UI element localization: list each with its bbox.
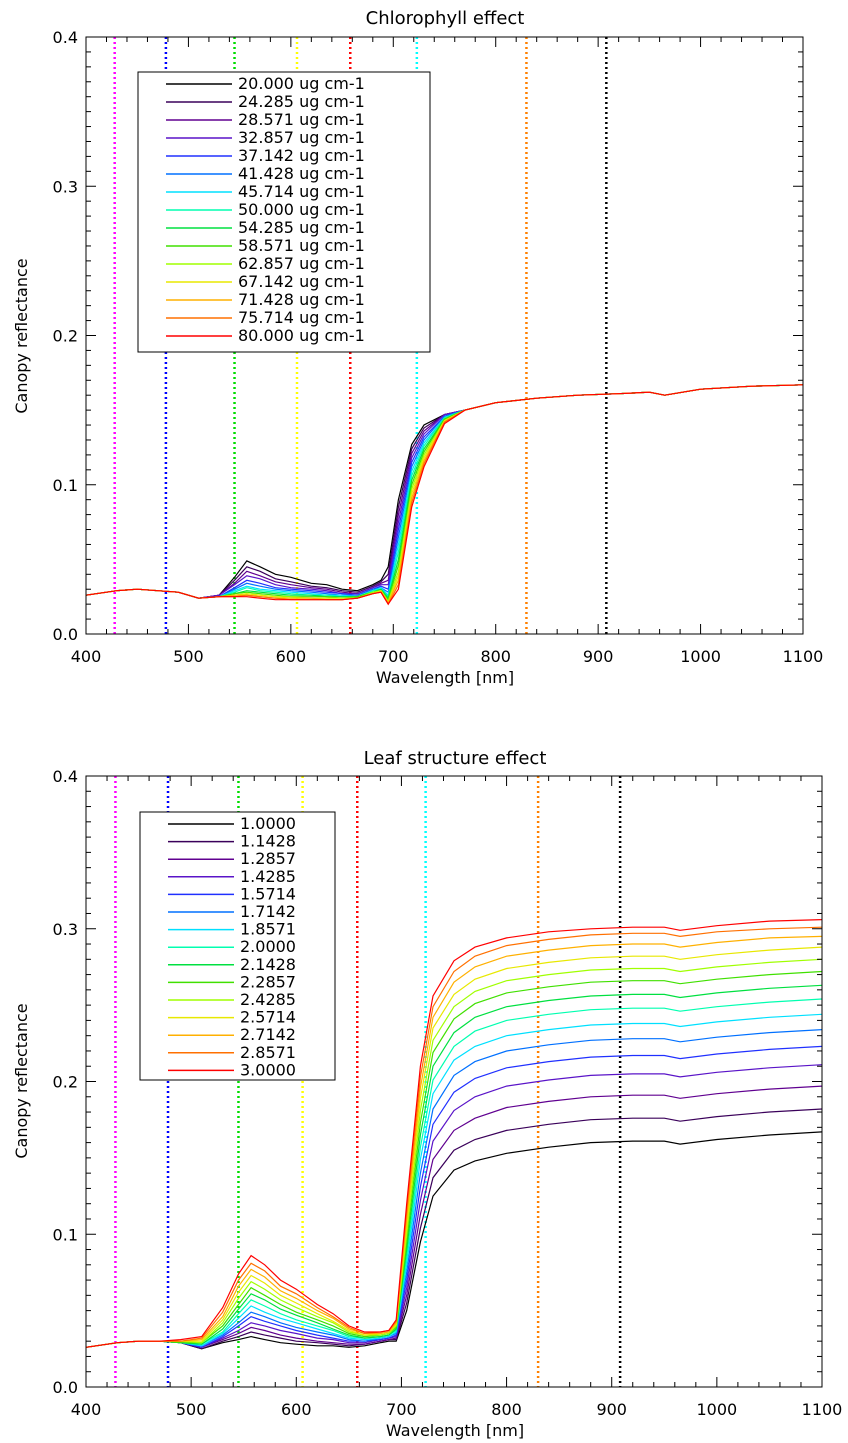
x-tick-label: 1000 bbox=[696, 1400, 737, 1419]
legend-label-3: 1.4285 bbox=[240, 867, 296, 886]
series-line-5 bbox=[85, 384, 804, 599]
legend-label-10: 2.4285 bbox=[240, 990, 296, 1009]
legend-label-5: 41.428 ug cm-1 bbox=[238, 164, 365, 183]
y-tick-label: 0.3 bbox=[53, 920, 78, 939]
legend-label-14: 80.000 ug cm-1 bbox=[238, 326, 365, 345]
legend-label-12: 2.7142 bbox=[240, 1025, 296, 1044]
legend-label-7: 50.000 ug cm-1 bbox=[238, 200, 365, 219]
series-line-6 bbox=[85, 1013, 823, 1348]
x-tick-label: 600 bbox=[276, 647, 307, 666]
y-axis-label: Canopy reflectance bbox=[12, 258, 31, 413]
legend-label-4: 1.5714 bbox=[240, 884, 296, 903]
legend-label-1: 1.1428 bbox=[240, 832, 296, 851]
legend-label-3: 32.857 ug cm-1 bbox=[238, 128, 365, 147]
series-lines bbox=[85, 919, 823, 1350]
series-line-14 bbox=[85, 384, 804, 606]
legend-label-8: 54.285 ug cm-1 bbox=[238, 218, 365, 237]
x-tick-label: 500 bbox=[173, 647, 204, 666]
chlorophyll-chart: Chlorophyll effect Wavelength [nm] Canop… bbox=[12, 8, 823, 687]
series-line-8 bbox=[85, 984, 823, 1348]
legend-label-14: 3.0000 bbox=[240, 1060, 296, 1079]
axis-ticks: 400 500 600 700 800 900 1000 1100 0.0 0.1 0.2 0.3 0.… bbox=[53, 767, 843, 1419]
legend-label-4: 37.142 ug cm-1 bbox=[238, 146, 365, 165]
y-tick-label: 0.4 bbox=[53, 28, 78, 47]
legend-label-9: 58.571 ug cm-1 bbox=[238, 236, 365, 255]
leaf-structure-chart: Leaf structure effect Wavelength [nm] Ca… bbox=[12, 748, 842, 1440]
x-tick-label: 700 bbox=[378, 647, 409, 666]
y-tick-label: 0.3 bbox=[53, 177, 78, 196]
y-tick-label: 0.2 bbox=[53, 1073, 78, 1092]
legend-label-12: 71.428 ug cm-1 bbox=[238, 290, 365, 309]
series-line-2 bbox=[85, 1085, 823, 1348]
x-tick-label: 400 bbox=[71, 1400, 102, 1419]
legend-label-0: 1.0000 bbox=[240, 814, 296, 833]
x-tick-label: 800 bbox=[491, 1400, 522, 1419]
legend-label-5: 1.7142 bbox=[240, 902, 296, 921]
axis-ticks: 400 500 600 700 800 900 1000 1100 0.0 0.1 0.2 0.3 0.… bbox=[53, 28, 824, 666]
x-tick-label: 1100 bbox=[802, 1400, 843, 1419]
legend: 1.00001.14281.28571.42851.57141.71421.85… bbox=[139, 811, 336, 1081]
legend-label-8: 2.1428 bbox=[240, 955, 296, 974]
series-line-4 bbox=[85, 1045, 823, 1348]
x-tick-label: 1100 bbox=[783, 647, 824, 666]
series-line-12 bbox=[85, 935, 823, 1348]
series-line-1 bbox=[85, 1108, 823, 1350]
legend-label-10: 62.857 ug cm-1 bbox=[238, 254, 365, 273]
x-tick-label: 800 bbox=[480, 647, 511, 666]
x-tick-label: 900 bbox=[596, 1400, 627, 1419]
y-tick-label: 0.0 bbox=[53, 1378, 78, 1397]
legend-label-9: 2.2857 bbox=[240, 972, 296, 991]
y-axis-label: Canopy reflectance bbox=[12, 1003, 31, 1158]
legend-label-13: 75.714 ug cm-1 bbox=[238, 308, 365, 327]
legend-label-11: 67.142 ug cm-1 bbox=[238, 272, 365, 291]
x-tick-label: 700 bbox=[386, 1400, 417, 1419]
legend-label-0: 20.000 ug cm-1 bbox=[238, 74, 365, 93]
y-tick-label: 0.4 bbox=[53, 767, 78, 786]
y-tick-label: 0.1 bbox=[53, 476, 78, 495]
x-tick-label: 1000 bbox=[680, 647, 721, 666]
legend-label-6: 45.714 ug cm-1 bbox=[238, 182, 365, 201]
series-lines bbox=[85, 384, 804, 606]
series-line-10 bbox=[85, 958, 823, 1348]
y-tick-label: 0.2 bbox=[53, 327, 78, 346]
chart-title: Chlorophyll effect bbox=[366, 8, 525, 29]
legend-box bbox=[137, 71, 431, 353]
x-tick-label: 600 bbox=[281, 1400, 312, 1419]
series-line-14 bbox=[85, 919, 823, 1348]
x-axis-label: Wavelength [nm] bbox=[376, 668, 514, 687]
y-tick-label: 0.0 bbox=[53, 625, 78, 644]
x-axis-label: Wavelength [nm] bbox=[386, 1421, 524, 1440]
legend-box bbox=[139, 811, 336, 1081]
x-tick-label: 400 bbox=[71, 647, 102, 666]
legend-label-11: 2.5714 bbox=[240, 1008, 296, 1027]
series-line-0 bbox=[85, 1131, 823, 1350]
legend-label-7: 2.0000 bbox=[240, 937, 296, 956]
legend-label-2: 1.2857 bbox=[240, 849, 296, 868]
x-tick-label: 900 bbox=[583, 647, 614, 666]
series-line-3 bbox=[85, 1064, 823, 1348]
legend-label-1: 24.285 ug cm-1 bbox=[238, 92, 365, 111]
chart-title: Leaf structure effect bbox=[364, 748, 547, 769]
legend-label-13: 2.8571 bbox=[240, 1043, 296, 1062]
x-tick-label: 500 bbox=[176, 1400, 207, 1419]
legend-label-2: 28.571 ug cm-1 bbox=[238, 110, 365, 129]
y-tick-label: 0.1 bbox=[53, 1225, 78, 1244]
legend-label-6: 1.8571 bbox=[240, 920, 296, 939]
legend: 20.000 ug cm-124.285 ug cm-128.571 ug cm… bbox=[137, 71, 431, 353]
